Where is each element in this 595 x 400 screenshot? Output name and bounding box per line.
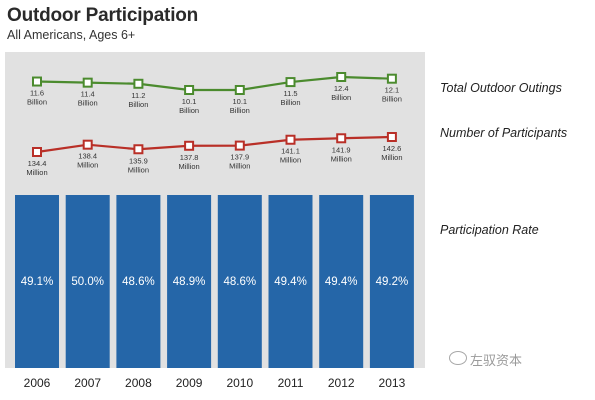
bar-participation-rate-2009	[167, 195, 212, 368]
bar-label-2012: 49.4%	[325, 276, 358, 288]
unit-label-participants-2009: Million	[178, 162, 199, 171]
value-label-total-outings-2006: 11.6	[30, 89, 44, 98]
bar-label-2009: 48.9%	[173, 276, 206, 288]
marker-total-outings-2012	[336, 72, 347, 82]
marker-participants-2013	[386, 132, 397, 142]
unit-label-participants-2011: Million	[280, 156, 301, 165]
marker-total-outings-2007	[82, 77, 93, 88]
marker-participants-2012	[336, 133, 347, 144]
chart-subtitle: All Americans, Ages 6+	[7, 28, 136, 42]
unit-label-total-outings-2008: Billion	[128, 100, 148, 109]
value-label-total-outings-2010: 10.1	[232, 97, 247, 106]
value-label-total-outings-2012: 12.4	[334, 84, 349, 93]
marker-participants-2010	[234, 140, 245, 151]
bar-participation-rate-2006	[15, 195, 59, 368]
legend-total-outings: Total Outdoor Outings	[440, 81, 562, 95]
unit-label-total-outings-2006: Billion	[27, 98, 47, 107]
unit-label-total-outings-2010: Billion	[230, 106, 250, 115]
line-participants	[36, 135, 392, 154]
unit-label-participants-2006: Million	[26, 168, 47, 177]
bar-participation-rate-2008	[116, 195, 161, 368]
value-label-participants-2007: 138.4	[78, 152, 97, 161]
unit-label-total-outings-2009: Billion	[179, 106, 199, 115]
chart-title: Outdoor Participation	[7, 5, 199, 26]
unit-label-total-outings-2013: Billion	[382, 95, 402, 104]
bar-participation-rate-2010	[217, 195, 262, 368]
marker-total-outings-2010	[234, 85, 245, 95]
value-label-total-outings-2011: 11.5	[283, 89, 297, 98]
value-label-participants-2009: 137.8	[180, 153, 199, 162]
legend-participation-rate: Participation Rate	[440, 223, 539, 237]
unit-label-participants-2012: Million	[331, 154, 352, 163]
marker-participants-2007	[82, 139, 93, 150]
line-total-outings	[36, 75, 392, 92]
bar-label-2011: 49.4%	[274, 276, 307, 288]
unit-label-participants-2010: Million	[229, 162, 250, 171]
bar-participation-rate-2013	[369, 195, 414, 368]
value-label-total-outings-2007: 11.4	[81, 90, 95, 99]
x-tick-label-2009: 2009	[176, 376, 203, 390]
x-tick-label-2007: 2007	[74, 376, 101, 390]
x-tick-label-2012: 2012	[328, 376, 355, 390]
bar-label-2010: 48.6%	[223, 276, 256, 288]
unit-label-total-outings-2011: Billion	[280, 98, 300, 107]
unit-label-participants-2008: Million	[128, 165, 149, 174]
x-tick-label-2008: 2008	[125, 376, 152, 390]
x-tick-label-2011: 2011	[278, 376, 304, 390]
x-tick-label-2013: 2013	[379, 376, 406, 390]
wechat-icon	[449, 351, 467, 365]
legend-participants: Number of Participants	[440, 126, 568, 140]
marker-total-outings-2013	[386, 73, 397, 84]
unit-label-participants-2007: Million	[77, 161, 98, 170]
value-label-total-outings-2008: 11.2	[131, 91, 145, 100]
value-label-participants-2011: 141.1	[281, 147, 300, 156]
x-tick-label-2006: 2006	[24, 376, 51, 390]
unit-label-total-outings-2012: Billion	[331, 93, 351, 102]
value-label-participants-2012: 141.9	[332, 145, 351, 154]
marker-total-outings-2011	[285, 77, 296, 88]
bar-participation-rate-2012	[319, 195, 364, 368]
marker-participants-2011	[285, 134, 296, 145]
marker-total-outings-2006	[32, 76, 42, 87]
value-label-total-outings-2013: 12.1	[385, 86, 400, 95]
bar-label-2007: 50.0%	[71, 276, 104, 288]
bar-label-2013: 49.2%	[376, 276, 409, 288]
unit-label-total-outings-2007: Billion	[78, 99, 98, 108]
value-label-participants-2013: 142.6	[383, 144, 402, 153]
watermark-text: 左驭资本	[470, 354, 523, 369]
x-tick-label-2010: 2010	[226, 376, 253, 390]
value-label-participants-2006: 134.4	[28, 159, 47, 168]
unit-label-participants-2013: Million	[381, 153, 402, 162]
value-label-participants-2008: 135.9	[129, 156, 148, 165]
bar-participation-rate-2011	[268, 195, 313, 368]
marker-total-outings-2009	[184, 85, 195, 95]
bar-participation-rate-2007	[65, 195, 110, 368]
bar-label-2006: 49.1%	[21, 276, 54, 288]
value-label-participants-2010: 137.9	[230, 153, 249, 162]
bar-label-2008: 48.6%	[122, 276, 155, 288]
marker-participants-2006	[32, 147, 42, 157]
marker-total-outings-2008	[133, 78, 144, 89]
marker-participants-2009	[184, 140, 195, 151]
marker-participants-2008	[133, 144, 144, 155]
value-label-total-outings-2009: 10.1	[182, 97, 197, 106]
